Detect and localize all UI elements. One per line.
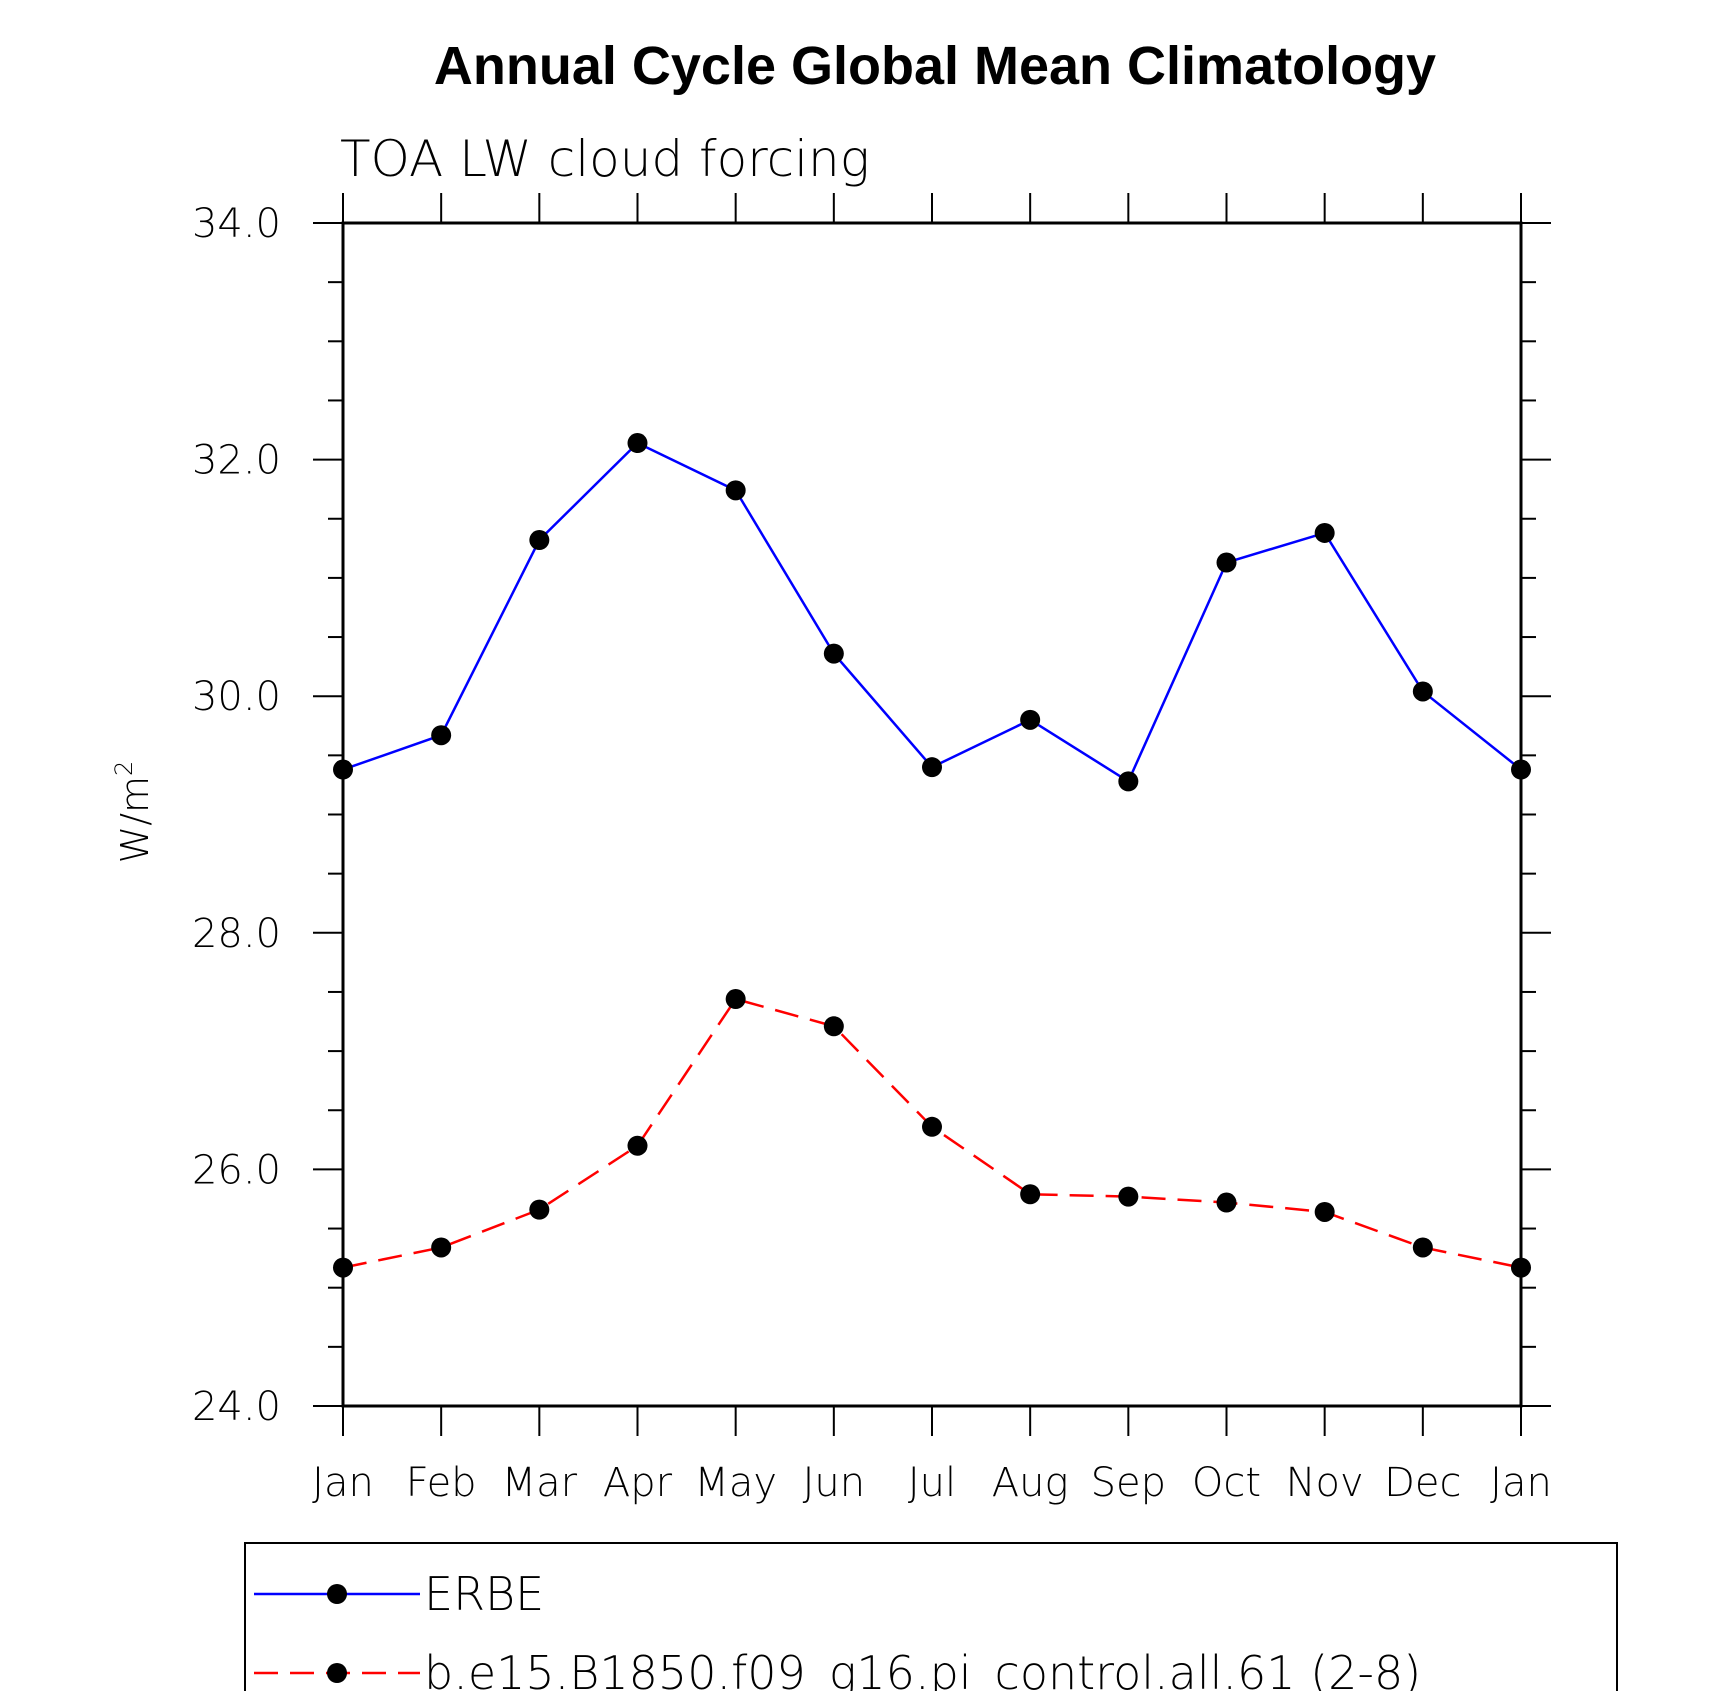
legend: ERBE b.e15.B1850.f09_g16.pi_control.all.6… xyxy=(244,1542,1618,1691)
legend-box xyxy=(244,1542,1618,1691)
series-2-point xyxy=(627,1135,648,1156)
series-1-point xyxy=(922,757,942,778)
series-2-point xyxy=(529,1199,550,1220)
series-2-point xyxy=(1118,1186,1139,1207)
series-1-point xyxy=(1020,709,1041,730)
series-1-point xyxy=(333,759,353,780)
series-2-point xyxy=(823,1016,844,1037)
series-1-point xyxy=(725,480,746,501)
series-2-point xyxy=(431,1237,452,1258)
x-tick-label: Jun xyxy=(803,1460,866,1506)
x-tick-label: Apr xyxy=(603,1460,673,1506)
legend-label-1: ERBE xyxy=(424,1567,544,1621)
series-2-point xyxy=(1216,1192,1237,1213)
series-2-point xyxy=(1412,1237,1433,1258)
series-layer xyxy=(333,433,1531,1278)
chart-title: Annual Cycle Global Mean Climatology xyxy=(434,36,1436,96)
series-2-point xyxy=(1511,1257,1531,1278)
series-1-point xyxy=(1118,771,1139,792)
series-2-point xyxy=(725,989,746,1010)
series-2-point xyxy=(922,1116,942,1137)
plot-axes: 24.0 26.0 28.0 30.0 32.0 34.0 Jan Feb Mar Apr May J… xyxy=(192,193,1552,1506)
x-tick-label: Sep xyxy=(1091,1460,1166,1506)
x-tick-label: Nov xyxy=(1286,1460,1364,1506)
x-tick-label: Jan xyxy=(312,1460,374,1506)
x-tick-label: Jul xyxy=(908,1460,956,1506)
series-1-point xyxy=(1511,759,1531,780)
series-1-point xyxy=(1216,552,1237,573)
series-1-point xyxy=(1314,522,1335,543)
series-2-point xyxy=(1314,1201,1335,1222)
series-1-point xyxy=(1412,681,1433,702)
series-1-point xyxy=(529,530,550,551)
y-tick-label: 32.0 xyxy=(192,438,281,484)
legend-label-2: b.e15.B1850.f09_g16.pi_control.all.61 (2… xyxy=(424,1646,1421,1691)
x-tick-label: Oct xyxy=(1192,1460,1261,1506)
y-tick-label: 34.0 xyxy=(192,201,281,247)
legend-marker-2 xyxy=(327,1663,347,1683)
series-1-point xyxy=(627,433,648,454)
series-1-point xyxy=(431,725,452,746)
x-tick-label: Jan xyxy=(1490,1460,1552,1506)
chart-subtitle: TOA LW cloud forcing xyxy=(340,130,870,188)
series-line-1 xyxy=(342,441,1522,784)
x-tick-label: May xyxy=(694,1460,777,1506)
x-tick-label: Feb xyxy=(406,1460,477,1506)
plot-frame xyxy=(341,221,1523,1408)
series-2-point xyxy=(1020,1184,1041,1205)
y-axis-label: W/m2 xyxy=(110,761,157,864)
x-tick-label: Dec xyxy=(1384,1460,1461,1506)
series-1-point xyxy=(823,643,844,664)
legend-marker-1 xyxy=(327,1584,347,1604)
y-tick-label: 28.0 xyxy=(192,911,281,957)
series-2-point xyxy=(333,1257,353,1278)
x-tick-label: Mar xyxy=(502,1460,578,1506)
y-tick-label: 26.0 xyxy=(192,1147,281,1193)
x-tick-label: Aug xyxy=(992,1460,1069,1506)
y-tick-label: 30.0 xyxy=(192,674,281,720)
y-tick-label: 24.0 xyxy=(192,1384,281,1430)
